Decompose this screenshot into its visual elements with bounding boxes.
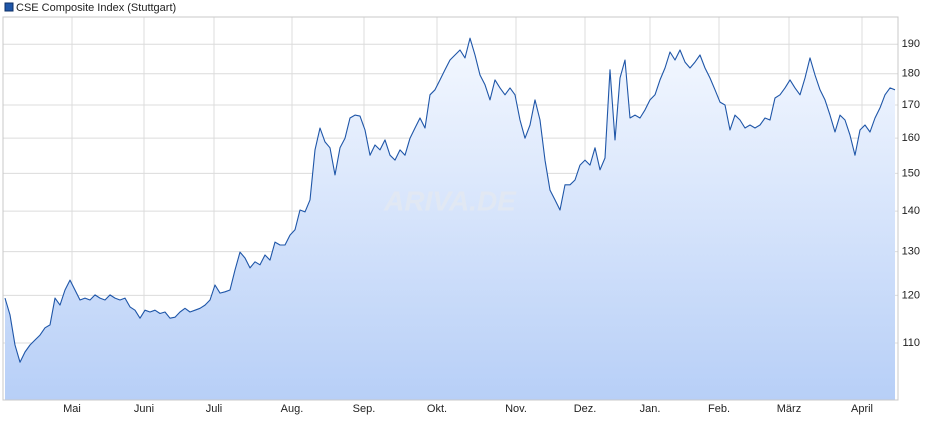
legend-swatch <box>4 2 14 12</box>
y-tick-label: 110 <box>902 337 920 349</box>
area-fill <box>5 38 895 400</box>
x-tick-label: Juni <box>134 403 154 415</box>
axes: 110 120 130 140 150 160 170 180 190 Mai Juni Juli Au… <box>63 38 920 415</box>
x-tick-label: April <box>851 403 873 415</box>
plot <box>4 37 896 400</box>
plot-frame <box>2 16 899 401</box>
x-tick-label: Sep. <box>353 403 376 415</box>
watermark: ARIVA.DE <box>383 185 517 216</box>
x-tick-label: Okt. <box>427 403 447 415</box>
x-tick-label: Feb. <box>708 403 730 415</box>
x-tick-label: März <box>777 403 801 415</box>
price-line <box>4 37 896 363</box>
y-tick-label: 140 <box>902 205 920 217</box>
chart-title: CSE Composite Index (Stuttgart) <box>16 2 176 14</box>
x-tick-label: Juli <box>206 403 223 415</box>
y-tick-label: 130 <box>902 246 920 258</box>
x-tick-label: Dez. <box>574 403 597 415</box>
y-tick-label: 120 <box>902 289 920 301</box>
x-tick-label: Jan. <box>640 403 661 415</box>
y-tick-label: 180 <box>902 68 920 80</box>
x-tick-label: Mai <box>63 403 81 415</box>
y-tick-label: 160 <box>902 132 920 144</box>
y-tick-label: 150 <box>902 167 920 179</box>
y-tick-label: 170 <box>902 99 920 111</box>
x-tick-label: Nov. <box>505 403 527 415</box>
y-tick-label: 190 <box>902 38 920 50</box>
x-tick-label: Aug. <box>281 403 304 415</box>
